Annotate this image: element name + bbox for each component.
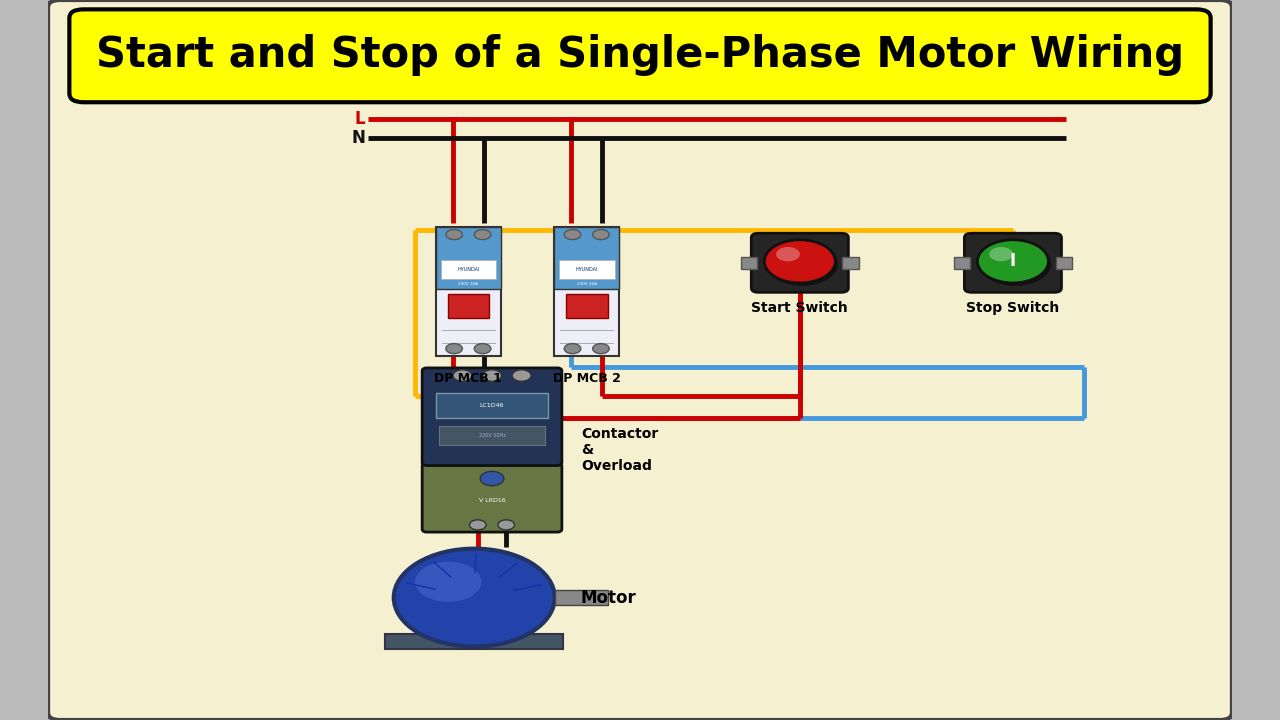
Bar xyxy=(559,261,614,279)
Bar xyxy=(842,257,859,269)
FancyBboxPatch shape xyxy=(422,463,562,532)
FancyBboxPatch shape xyxy=(69,9,1211,102)
Bar xyxy=(435,227,500,356)
Circle shape xyxy=(453,370,472,382)
Circle shape xyxy=(979,243,1051,286)
FancyBboxPatch shape xyxy=(49,0,1231,720)
Text: Start and Stop of a Single-Phase Motor Wiring: Start and Stop of a Single-Phase Motor W… xyxy=(96,35,1184,76)
Bar xyxy=(554,227,620,356)
Text: I: I xyxy=(1010,253,1016,271)
Circle shape xyxy=(564,343,581,354)
Text: HYUNDAI: HYUNDAI xyxy=(457,267,480,272)
Text: LC1D46: LC1D46 xyxy=(480,403,504,408)
Circle shape xyxy=(764,240,836,283)
Bar xyxy=(741,257,758,269)
Circle shape xyxy=(475,343,490,354)
Text: 230V 50Hz: 230V 50Hz xyxy=(479,433,506,438)
Circle shape xyxy=(394,549,554,647)
Circle shape xyxy=(978,240,1048,283)
Circle shape xyxy=(512,370,531,382)
Bar xyxy=(440,261,497,279)
Circle shape xyxy=(475,230,490,240)
Circle shape xyxy=(989,247,1012,261)
Text: Start Switch: Start Switch xyxy=(751,301,849,315)
Circle shape xyxy=(593,343,609,354)
Text: N: N xyxy=(352,130,365,148)
Text: L: L xyxy=(355,110,365,128)
Circle shape xyxy=(498,520,515,530)
Bar xyxy=(385,634,563,649)
Bar xyxy=(1056,257,1073,269)
Bar xyxy=(554,590,608,605)
Bar xyxy=(448,294,489,318)
Circle shape xyxy=(445,230,462,240)
Circle shape xyxy=(776,247,800,261)
Text: HYUNDAI: HYUNDAI xyxy=(576,267,598,272)
Bar xyxy=(554,227,620,289)
Text: V LRD16: V LRD16 xyxy=(479,498,506,503)
Bar xyxy=(435,227,500,289)
Bar xyxy=(439,426,545,445)
Bar xyxy=(436,393,548,418)
Circle shape xyxy=(470,520,486,530)
Text: DP MCB 1: DP MCB 1 xyxy=(434,372,502,385)
Circle shape xyxy=(483,370,502,382)
Text: Motor: Motor xyxy=(581,589,636,606)
Bar xyxy=(566,294,608,318)
Circle shape xyxy=(767,243,837,286)
Circle shape xyxy=(564,230,581,240)
FancyBboxPatch shape xyxy=(964,233,1061,292)
Bar xyxy=(954,257,970,269)
Circle shape xyxy=(480,472,504,486)
Text: Stop Switch: Stop Switch xyxy=(966,301,1060,315)
Text: DP MCB 2: DP MCB 2 xyxy=(553,372,621,385)
Text: Contactor
&
Overload: Contactor & Overload xyxy=(581,427,658,473)
Circle shape xyxy=(445,343,462,354)
FancyBboxPatch shape xyxy=(751,233,849,292)
Text: 230V 16A: 230V 16A xyxy=(458,282,479,286)
Text: 230V 16A: 230V 16A xyxy=(577,282,596,286)
FancyBboxPatch shape xyxy=(422,368,562,466)
Circle shape xyxy=(415,562,481,602)
Circle shape xyxy=(593,230,609,240)
